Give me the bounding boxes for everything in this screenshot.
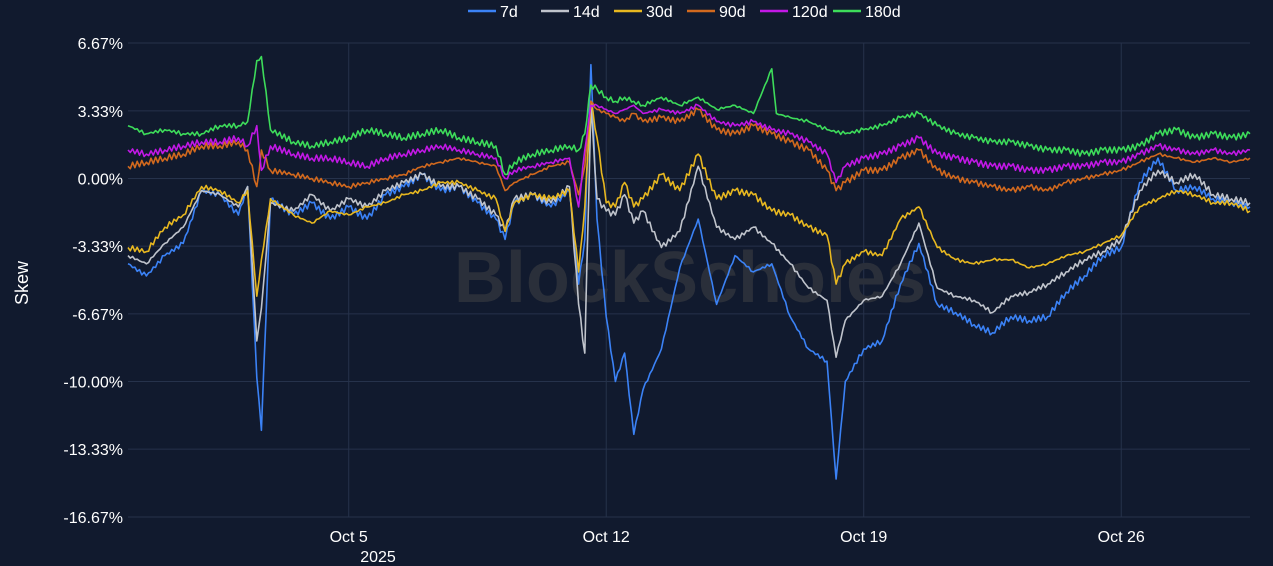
legend-label: 30d [646, 4, 673, 21]
x-tick-label: Oct 12 [583, 529, 630, 546]
legend-label: 120d [792, 4, 828, 21]
legend-label: 7d [500, 4, 518, 21]
x-tick-label: Oct 5 [330, 529, 368, 546]
series-line-120d [127, 103, 1251, 208]
y-tick-label: -16.67% [63, 510, 123, 527]
x-tick-label: Oct 19 [840, 529, 887, 546]
legend-label: 90d [719, 4, 746, 21]
legend-item-30d[interactable]: 30d [614, 4, 673, 21]
series-line-180d [127, 55, 1251, 176]
x-tick-label: Oct 26 [1098, 529, 1145, 546]
series-line-7d [127, 63, 1251, 480]
y-tick-label: -10.00% [63, 375, 123, 392]
y-axis-title: Skew [12, 260, 32, 305]
y-axis-ticks: 6.67% 3.33% 0.00% -3.33% -6.67% -10.00% -13.33… [63, 36, 123, 527]
series-line-14d [127, 104, 1251, 358]
legend-item-180d[interactable]: 180d [833, 4, 901, 21]
y-tick-label: 3.33% [78, 104, 123, 121]
legend-label: 14d [573, 4, 600, 21]
legend-item-7d[interactable]: 7d [468, 4, 518, 21]
x-axis-ticks: Oct 5 Oct 12 Oct 19 Oct 26 [330, 529, 1145, 546]
series-lines [127, 55, 1251, 480]
y-tick-label: 0.00% [78, 171, 123, 188]
legend-item-90d[interactable]: 90d [687, 4, 746, 21]
legend[interactable]: 7d 14d 30d 90d 120d 180d [468, 4, 901, 21]
y-tick-label: -3.33% [72, 239, 123, 256]
watermark: BlockScholes [454, 238, 926, 318]
y-tick-label: -6.67% [72, 307, 123, 324]
y-tick-label: -13.33% [63, 442, 123, 459]
series-line-30d [127, 100, 1251, 297]
legend-item-14d[interactable]: 14d [541, 4, 600, 21]
legend-item-120d[interactable]: 120d [760, 4, 828, 21]
x-axis-year-label: 2025 [360, 549, 396, 566]
series-line-90d [127, 100, 1251, 196]
y-tick-label: 6.67% [78, 36, 123, 53]
legend-label: 180d [865, 4, 901, 21]
